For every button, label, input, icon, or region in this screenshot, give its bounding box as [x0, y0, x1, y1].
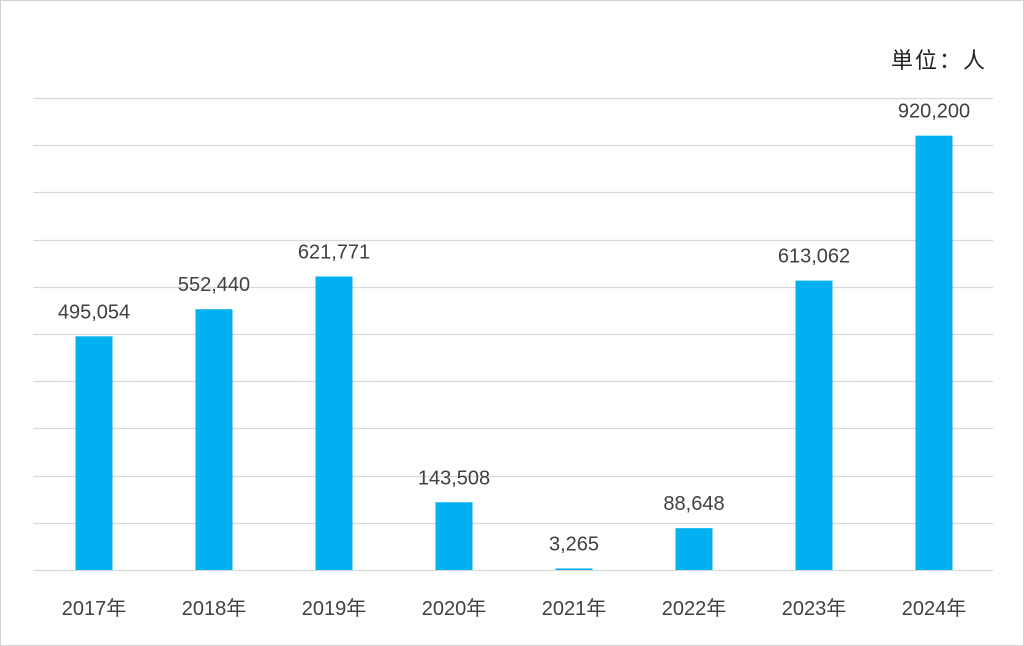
x-tick-label: 2018年 — [182, 597, 247, 620]
bar — [675, 528, 713, 570]
bar — [75, 336, 113, 570]
bars — [75, 135, 953, 571]
data-label: 920,200 — [898, 101, 970, 123]
bar — [915, 135, 953, 571]
x-tick-label: 2024年 — [902, 597, 967, 620]
bar — [795, 280, 833, 570]
data-label: 3,265 — [549, 533, 599, 555]
bar — [435, 502, 473, 570]
x-tick-label: 2023年 — [782, 597, 847, 620]
unit-label: 単位：人 — [890, 49, 987, 74]
bar — [315, 276, 353, 570]
x-tick-label: 2022年 — [662, 597, 727, 620]
x-tick-label: 2021年 — [542, 597, 607, 620]
data-label: 495,054 — [58, 301, 130, 323]
data-label: 552,440 — [178, 274, 250, 296]
x-tick-label: 2020年 — [422, 597, 487, 620]
x-tick-label: 2019年 — [302, 597, 367, 620]
data-label: 621,771 — [298, 242, 370, 264]
data-label: 88,648 — [663, 493, 724, 515]
gridlines — [33, 97, 993, 572]
x-tick-labels: 2017年 2018年 2019年 2020年 2021年 2022年 2023年 2024年 — [62, 597, 967, 620]
bar — [555, 568, 593, 570]
data-labels: 495,054 552,440 621,771 143,508 3,265 88,648 6… — [58, 101, 970, 556]
data-label: 613,062 — [778, 246, 850, 268]
data-label: 143,508 — [418, 467, 490, 489]
x-tick-label: 2017年 — [62, 597, 127, 620]
bar — [195, 309, 233, 570]
